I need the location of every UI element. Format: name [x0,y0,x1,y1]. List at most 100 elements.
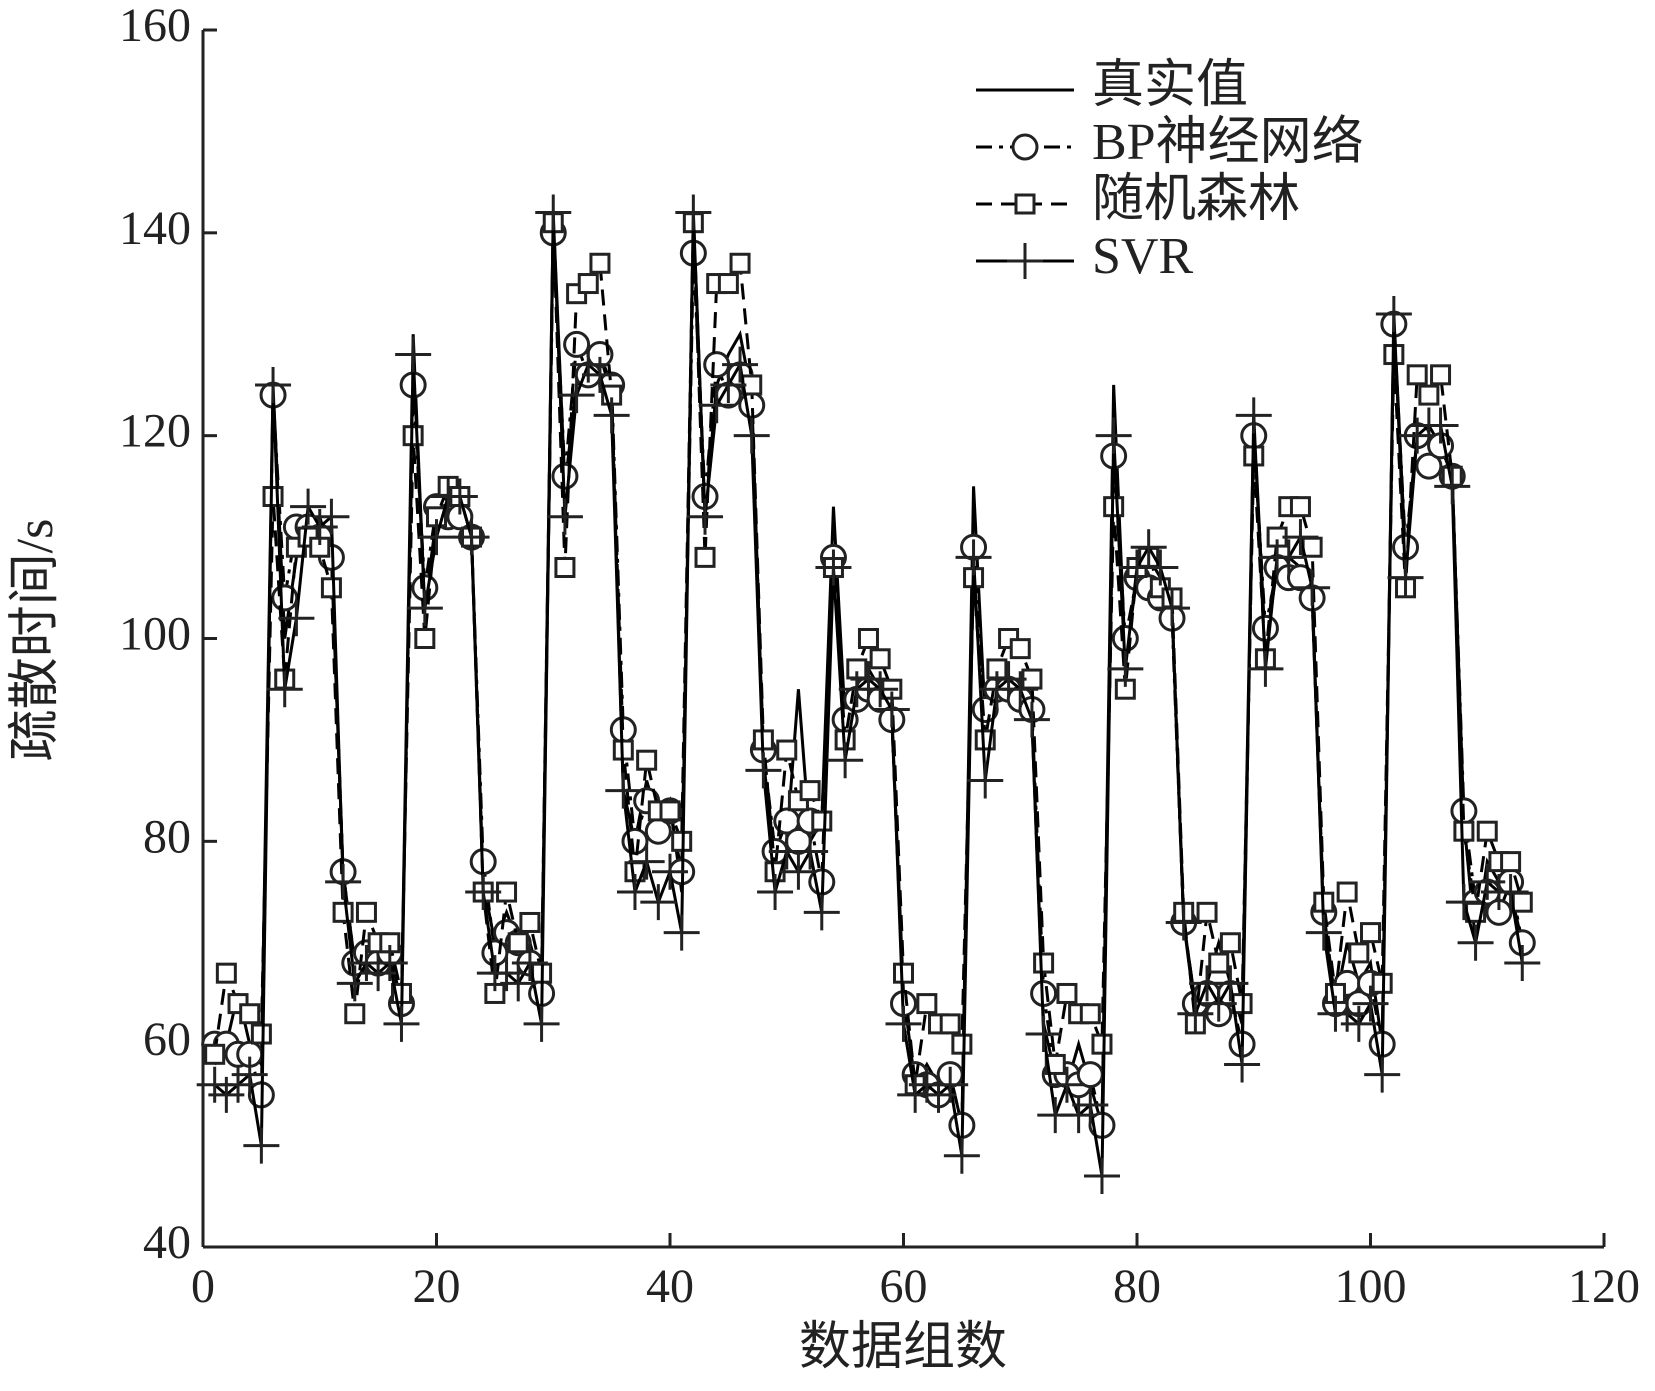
square-marker [776,739,798,761]
x-tick-label: 0 [191,1260,215,1313]
plus-marker [371,945,408,982]
legend-label: BP神经网络 [1092,114,1364,171]
plus-marker [266,671,303,708]
plus-marker [745,752,782,789]
plus-marker [1142,549,1179,586]
square-marker [577,273,599,295]
square-marker [1044,1053,1066,1075]
plus-marker [640,884,677,921]
x-tick-label: 100 [1335,1260,1407,1313]
plus-marker [1025,1016,1062,1053]
legend-label: 真实值 [1092,57,1248,114]
plus-marker [873,691,910,728]
plus-marker [967,762,1004,799]
plus-marker [593,397,630,434]
plus-marker [1434,468,1471,505]
plus-marker [1340,1005,1377,1042]
y-tick-label: 140 [119,202,191,255]
plus-marker [290,488,327,525]
circle-marker [1415,452,1443,480]
square-marker [1430,364,1452,386]
square-marker [344,1003,366,1025]
plus-marker [932,1066,969,1103]
plus-marker [500,965,537,1002]
square-marker [262,486,284,508]
plus-marker [733,417,770,454]
plus-marker [1305,914,1342,951]
plus-marker [1352,985,1389,1022]
plus-marker [558,377,595,414]
plus-marker [1083,1158,1120,1195]
x-tick-label: 120 [1568,1260,1640,1313]
y-tick-label: 80 [143,810,191,863]
plus-marker [1072,1087,1109,1124]
plus-marker [710,366,747,403]
plus-marker [1445,884,1482,921]
y-tick-label: 120 [119,405,191,458]
x-tick-label: 60 [880,1260,928,1313]
plus-marker [243,1127,280,1164]
plus-marker [663,914,700,951]
plus-marker [955,539,992,576]
plus-marker [1007,243,1043,279]
plus-marker [1422,407,1459,444]
square-marker [1453,820,1475,842]
y-tick-label: 100 [119,608,191,661]
circle-marker [621,827,649,855]
square-marker [1476,820,1498,842]
y-axis-title: 疏散时间/s [7,519,64,762]
square-marker [1009,638,1031,660]
legend-label: SVR [1092,228,1193,285]
square-marker [1500,851,1522,873]
plus-marker [1235,397,1272,434]
plus-marker [255,366,292,403]
square-marker [1091,1033,1113,1055]
plus-marker [1375,295,1412,332]
plus-marker [803,894,840,931]
plus-marker [675,194,712,231]
square-marker [1079,1003,1101,1025]
plus-marker [523,1005,560,1042]
plus-marker [616,874,653,911]
plus-marker [698,387,735,424]
plus-marker [862,671,899,708]
square-marker [951,1033,973,1055]
square-marker [1033,952,1055,974]
square-marker [893,962,914,984]
plus-marker [1247,650,1284,687]
plus-marker [780,853,817,890]
plus-marker [231,1056,268,1093]
plus-marker [1387,559,1424,596]
square-marker [694,546,716,568]
plus-marker [722,346,759,383]
plus-marker [1200,985,1237,1022]
square-marker [1360,922,1381,944]
plus-marker [605,772,642,809]
series-line [213,222,1524,1085]
plus-marker [441,478,478,515]
square-marker [1511,891,1533,913]
plus-marker [1154,590,1191,627]
square-marker [636,749,658,771]
plus-marker [1048,1066,1085,1103]
square-marker [320,577,342,599]
plus-marker [1130,529,1167,566]
plus-marker [465,874,502,911]
square-marker [1056,982,1078,1004]
square-marker [717,273,739,295]
plus-marker [687,498,724,535]
plus-marker [1504,945,1541,982]
plus-marker [546,498,583,535]
square-marker [519,911,541,933]
square-marker [250,1023,272,1045]
plus-marker [815,549,852,586]
plus-marker [383,1005,420,1042]
square-marker [554,557,576,579]
plus-marker [336,965,373,1002]
square-marker [939,1013,961,1035]
plus-marker [1364,1056,1401,1093]
x-tick-label: 80 [1113,1260,1161,1313]
plus-marker [325,863,362,900]
square-marker [414,628,436,649]
legend-label: 随机森林 [1092,171,1300,228]
